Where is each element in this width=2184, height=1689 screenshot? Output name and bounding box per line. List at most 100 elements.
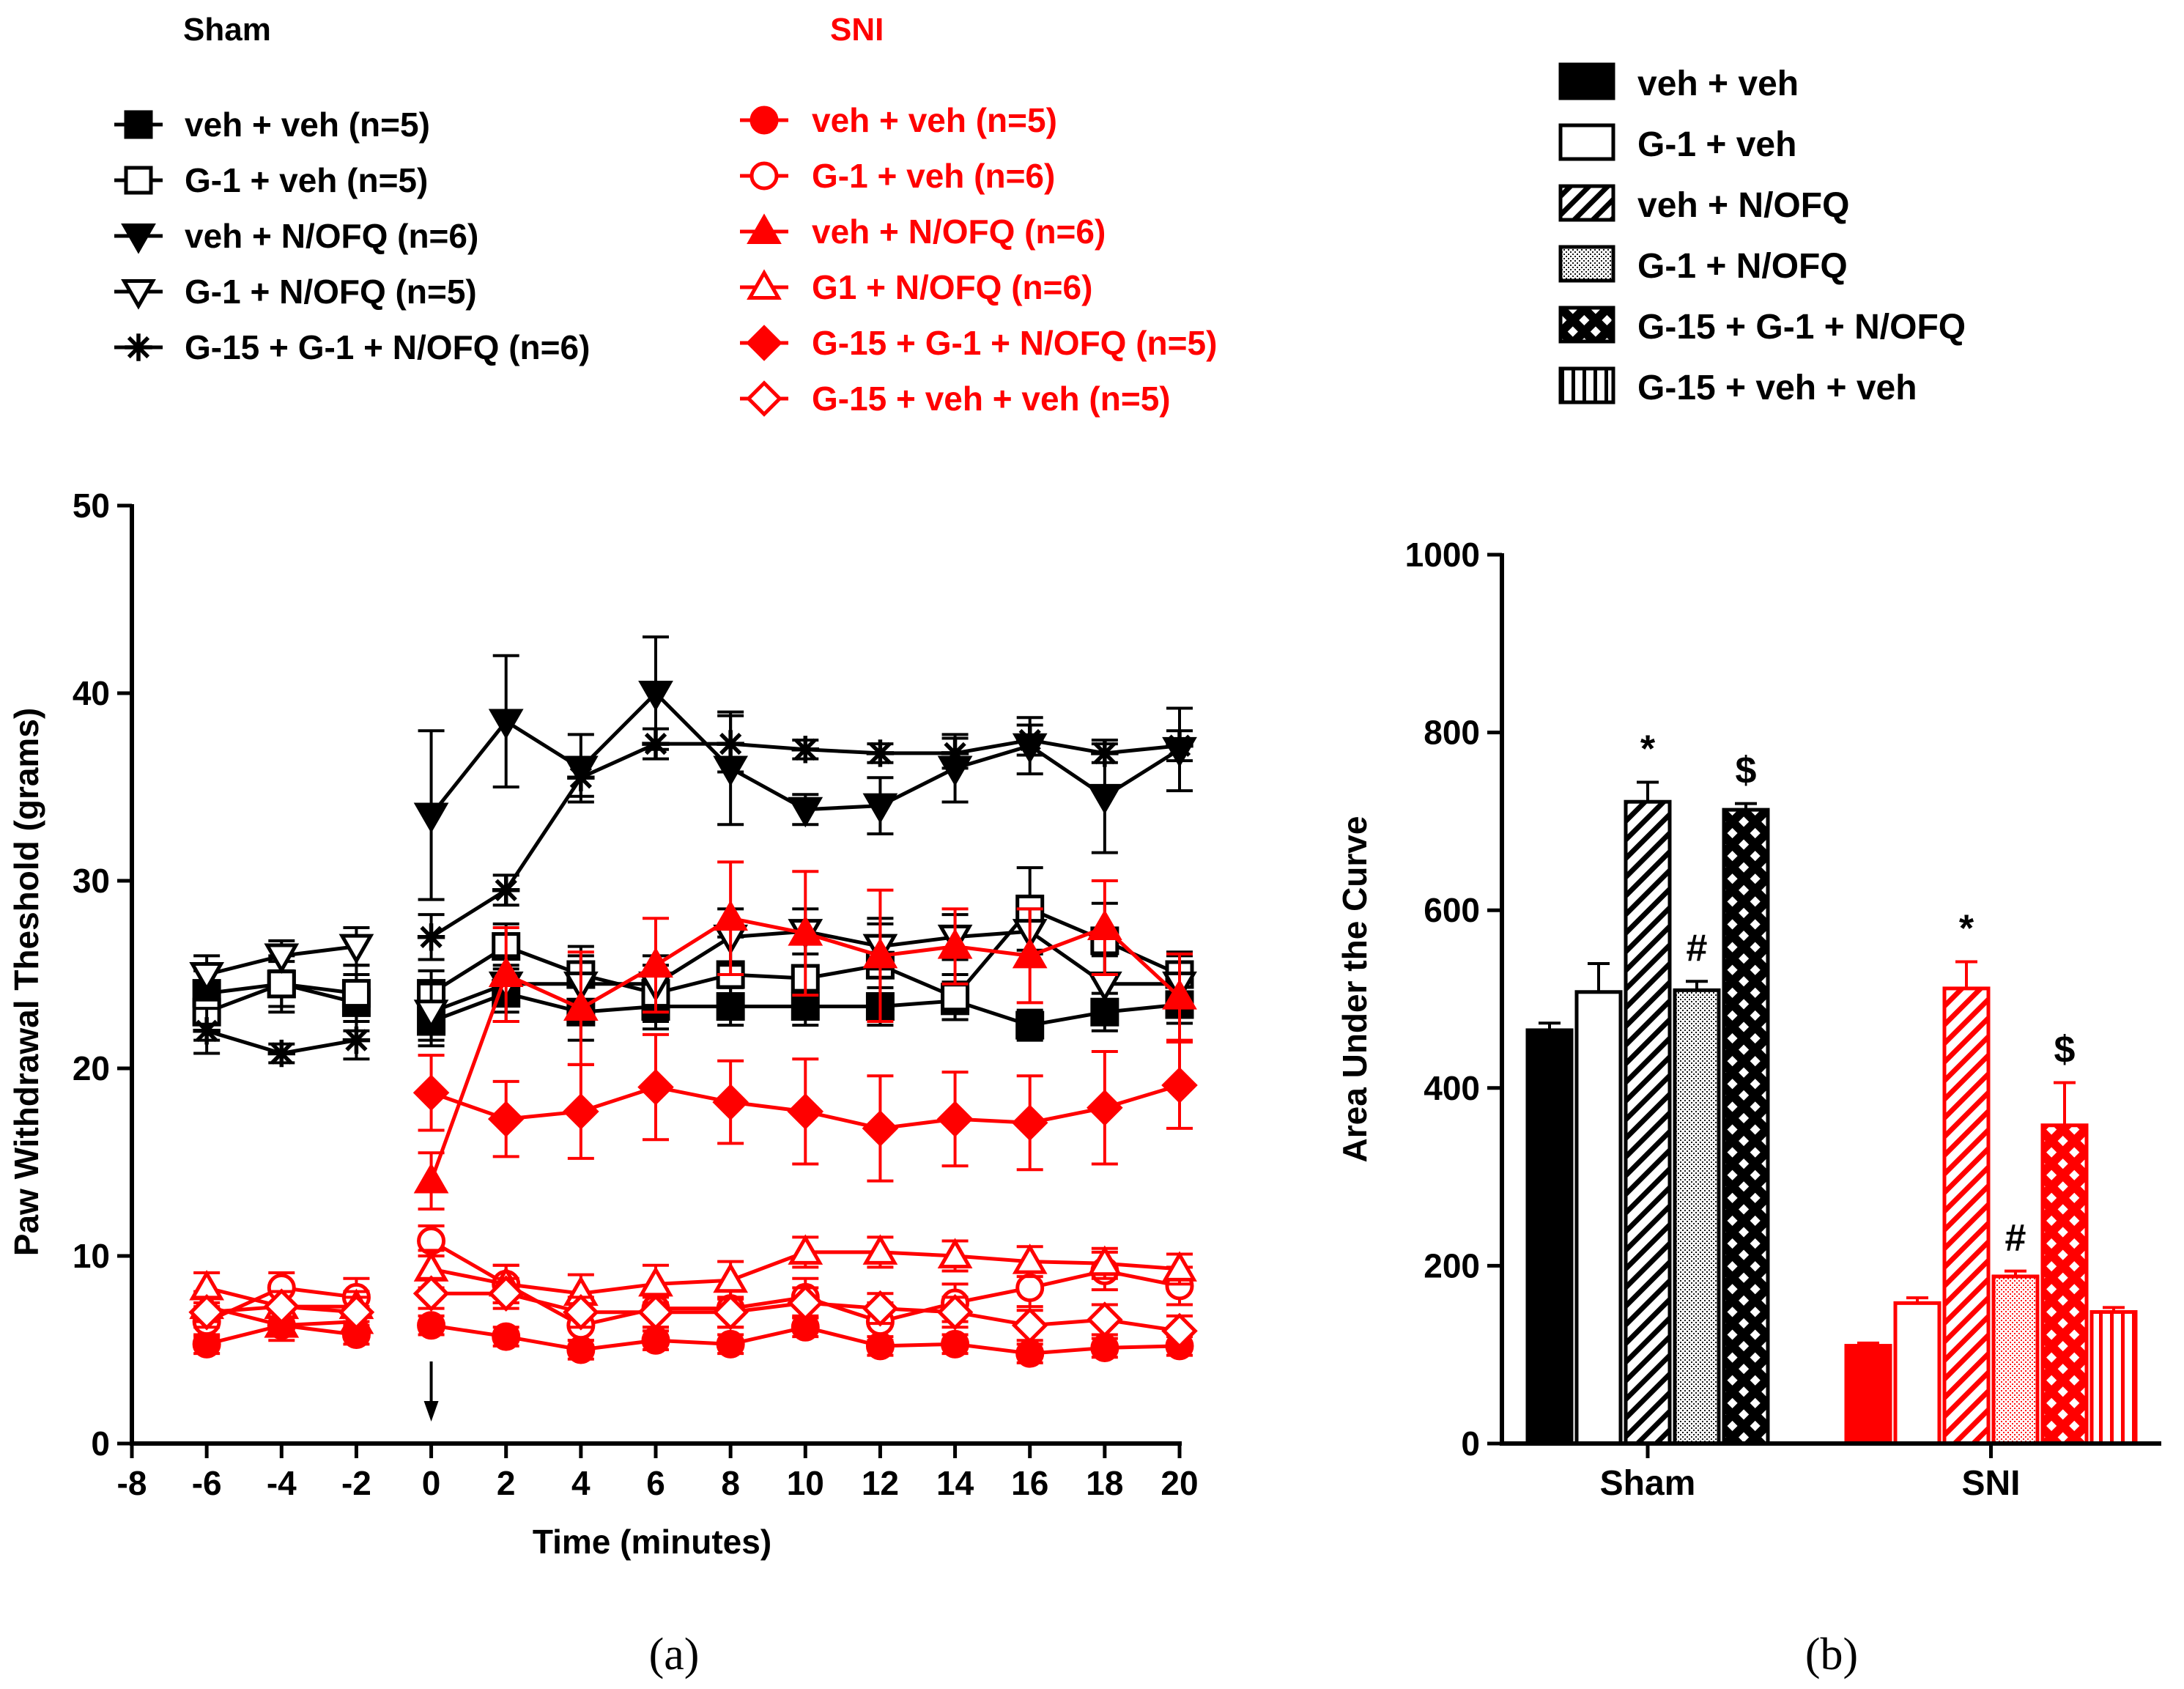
legend-a-sham-entry: G-15 + G-1 + N/OFQ (n=6) — [185, 328, 590, 366]
legend-a-markers — [114, 106, 788, 417]
chart-a-data-point — [1012, 937, 1048, 969]
chart-a-data-point — [413, 802, 449, 833]
chart-a-data-point — [412, 1275, 450, 1312]
chart-a-data-point — [1011, 1307, 1048, 1344]
legend-a-marker — [124, 110, 153, 139]
chart-b-bar — [1893, 1301, 1941, 1446]
legend-b-entry: G-1 + N/OFQ — [1637, 247, 1848, 286]
chart-a-data-point — [338, 934, 374, 965]
chart-a-data-point — [637, 1294, 674, 1331]
legend-a-sni-header: SNI — [830, 12, 884, 48]
chart-a-data-point — [937, 928, 973, 959]
chart-b-y-tick-label: 600 — [1424, 891, 1480, 929]
legend-b-swatch — [1558, 306, 1615, 344]
legend-b-swatch — [1558, 184, 1615, 222]
chart-a-data-point — [941, 983, 970, 1012]
legend-b-entry: G-1 + veh — [1637, 125, 1796, 164]
chart-a-data-point — [1161, 1312, 1198, 1350]
chart-b-significance-mark: * — [1640, 728, 1656, 771]
chart-a-data-point — [941, 739, 969, 767]
chart-b-bars: * * # # $ $ — [1525, 728, 2138, 1446]
chart-a-series-group — [412, 1032, 1198, 1183]
chart-a-data-point — [492, 876, 520, 904]
panel-label-b: (b) — [1805, 1630, 1858, 1679]
chart-a-x-tick-label: -2 — [341, 1464, 371, 1502]
legend-a-sham: veh + veh (n=5) G-1 + veh (n=5) veh + N/… — [185, 106, 590, 366]
chart-a-data-point — [937, 1238, 973, 1268]
chart-a-data-point — [1090, 1333, 1119, 1362]
legend-a-sni-entry: veh + veh (n=5) — [812, 101, 1057, 139]
chart-a-data-point — [788, 797, 823, 828]
chart-a-data-point — [338, 1294, 375, 1331]
chart-a-data-point — [641, 1326, 670, 1355]
legend-b-entry: veh + veh — [1637, 64, 1799, 103]
chart-a-data-point — [713, 1262, 749, 1293]
chart-a-data-point — [936, 1101, 974, 1137]
chart-a-data-point — [267, 1039, 295, 1068]
chart-a-data-point — [788, 1234, 823, 1265]
chart-a-data-point — [1087, 1301, 1123, 1338]
legend-a-marker — [746, 380, 782, 417]
legend-a-sham-entry: G-1 + N/OFQ (n=5) — [185, 273, 477, 311]
chart-a-y-tick-label: 0 — [91, 1424, 110, 1463]
chart-b-x-tick-label: SNI — [1961, 1464, 2020, 1503]
chart-b-bar — [1574, 990, 1623, 1446]
chart-b-bar — [1673, 988, 1721, 1446]
chart-a-data-point — [264, 943, 300, 974]
legend-a-marker — [125, 333, 152, 361]
chart-a-series — [188, 635, 1198, 1368]
chart-a-x-tick-label: 0 — [422, 1464, 441, 1502]
chart-b-y-tick-label: 1000 — [1405, 536, 1480, 574]
chart-a-data-point — [716, 1329, 745, 1359]
chart-a-data-point — [341, 979, 371, 1008]
legend-a-sni-entry: G-15 + G-1 + N/OFQ (n=5) — [812, 324, 1217, 362]
legend-b-entry: G-15 + veh + veh — [1637, 369, 1917, 407]
chart-a-data-point — [267, 969, 296, 999]
panel-label-a: (a) — [649, 1630, 700, 1679]
chart-a-x-tick-label: 14 — [936, 1464, 974, 1502]
legend-b-swatch — [1558, 62, 1615, 100]
legend-b: veh + veh G-1 + veh veh + N/OFQ G-1 + N/… — [1637, 64, 1966, 407]
chart-a-data-point — [862, 1234, 898, 1265]
chart-b-bar — [2040, 1123, 2089, 1446]
chart-a-y-tick-label: 40 — [73, 674, 110, 712]
chart-b-y-tick-label: 400 — [1424, 1069, 1480, 1107]
chart-a-data-point — [941, 1329, 970, 1359]
chart-a-data-point — [263, 1288, 300, 1325]
chart-a-y-tick-label: 20 — [73, 1049, 110, 1087]
chart-b-significance-mark: # — [2005, 1217, 2026, 1260]
chart-b-bar — [1991, 1274, 2040, 1446]
chart-a: 0 10 20 30 40 50 -8 -6 -4 -2 0 2 4 6 8 10 12 14 16 18 20 Paw… — [7, 487, 1199, 1561]
chart-a-data-point — [862, 793, 898, 824]
chart-a-data-point — [1016, 726, 1044, 754]
chart-a-data-point — [417, 923, 445, 951]
chart-a-data-point — [638, 681, 673, 712]
chart-a-data-point — [487, 1101, 525, 1137]
chart-a-x-tick-label: -6 — [192, 1464, 222, 1502]
chart-b-bar — [1942, 986, 1991, 1446]
chart-a-data-point — [712, 1084, 749, 1120]
chart-b-y-tick-label: 200 — [1424, 1246, 1480, 1285]
chart-a-x-tick-label: 20 — [1161, 1464, 1198, 1502]
legend-a-marker — [749, 161, 779, 191]
chart-a-x-tick-label: -8 — [117, 1464, 147, 1502]
chart-a-data-point — [1011, 1104, 1048, 1142]
chart-a-data-point — [189, 962, 225, 993]
chart-a-data-point — [563, 990, 599, 1021]
chart-a-x-tick-label: 18 — [1086, 1464, 1123, 1502]
chart-a-series-group — [189, 1234, 1197, 1323]
chart-a-data-point — [712, 1294, 749, 1331]
chart-a-data-point — [412, 1074, 450, 1112]
chart-a-data-point — [1091, 739, 1119, 767]
chart-a-data-point — [488, 956, 524, 987]
chart-a-data-point — [788, 915, 823, 946]
chart-a-x-tick-label: 10 — [787, 1464, 824, 1502]
chart-a-data-point — [1015, 1274, 1045, 1303]
chart-a-data-point — [1162, 1251, 1197, 1282]
legend-b-swatch — [1558, 123, 1615, 161]
legend-a-marker — [121, 279, 156, 310]
legend-b-swatches — [1558, 62, 1615, 404]
chart-b-y-tick-label: 0 — [1461, 1424, 1480, 1463]
chart-a-data-point — [1087, 909, 1122, 940]
chart-a-data-point — [642, 730, 670, 758]
